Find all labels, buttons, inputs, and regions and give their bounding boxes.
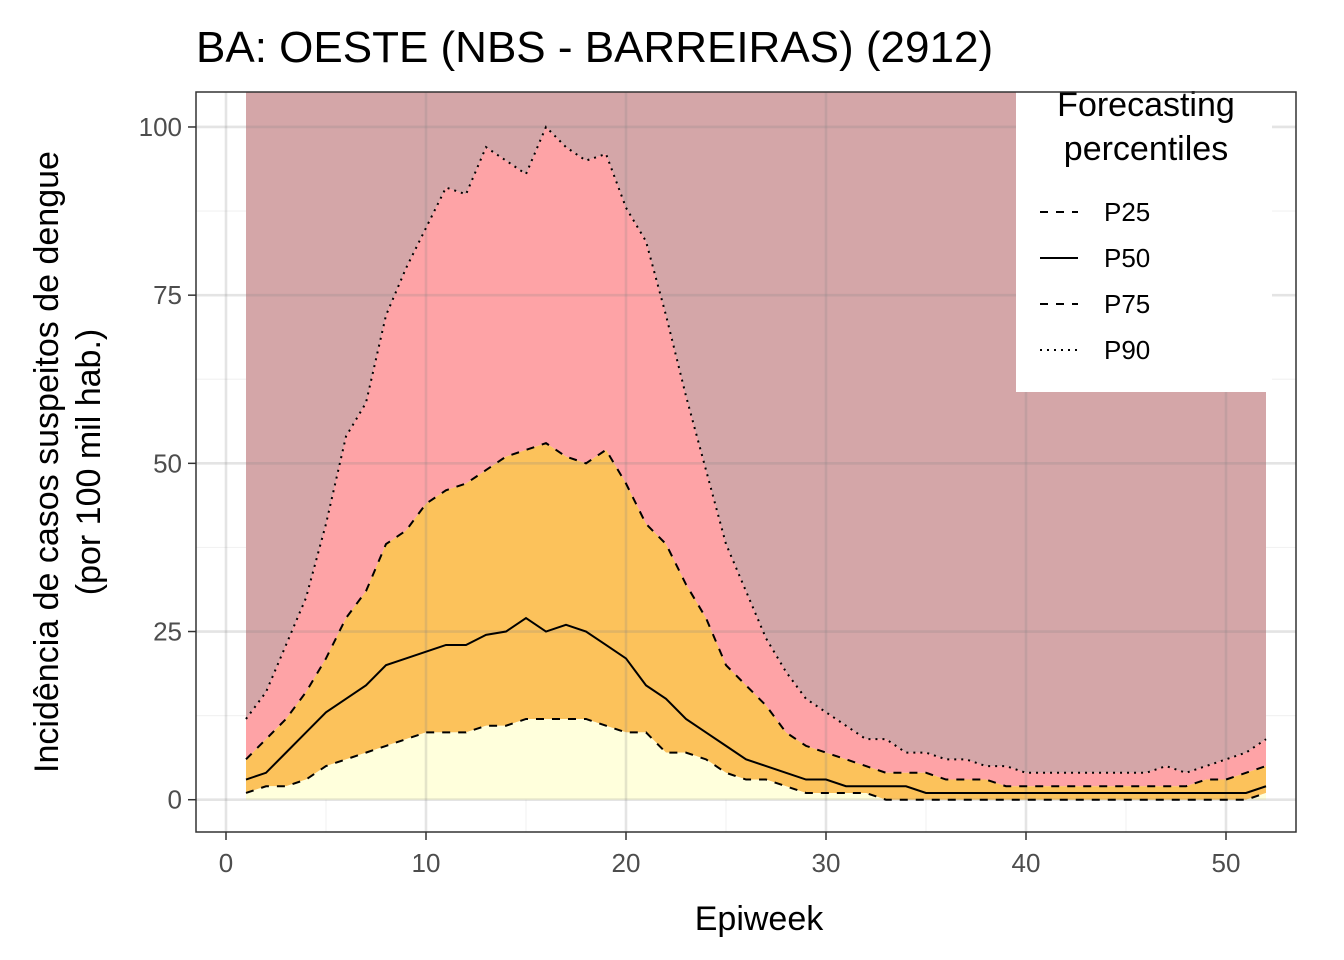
band-p25-p75 xyxy=(246,443,1266,800)
y-tick-label: 0 xyxy=(168,785,182,815)
legend-title-line-2: percentiles xyxy=(1064,130,1228,168)
line-p25 xyxy=(245,717,1267,801)
line-p50 xyxy=(245,616,1267,794)
percentile-lines xyxy=(245,125,1267,801)
y-axis: 0 25 50 75 100 xyxy=(139,112,196,815)
band-above-p90 xyxy=(246,92,1266,773)
y-axis-title: Incidência de casos suspeitos de dengue … xyxy=(28,151,108,773)
band-below-p25 xyxy=(246,718,1266,800)
x-tick-label: 0 xyxy=(219,848,233,878)
legend-background xyxy=(1016,84,1272,392)
percentile-bands xyxy=(246,92,1266,800)
x-tick-label: 40 xyxy=(1012,848,1041,878)
x-axis-title: Epiweek xyxy=(695,900,825,938)
y-tick-label: 75 xyxy=(153,280,182,310)
chart-title: BA: OESTE (NBS - BARREIRAS) (2912) xyxy=(196,23,993,72)
y-axis-title-line-1: Incidência de casos suspeitos de dengue xyxy=(28,151,66,773)
x-axis: 0 10 20 30 40 50 xyxy=(219,832,1241,878)
y-tick-label: 50 xyxy=(153,448,182,478)
panel-border xyxy=(195,91,1297,833)
legend-label-p75: P75 xyxy=(1104,289,1150,319)
band-p75-p90 xyxy=(246,126,1266,787)
x-tick-label: 10 xyxy=(412,848,441,878)
y-axis-title-line-2: (por 100 mil hab.) xyxy=(70,329,108,595)
legend-label-p50: P50 xyxy=(1104,243,1150,273)
legend-label-p90: P90 xyxy=(1104,335,1150,365)
x-tick-label: 50 xyxy=(1212,848,1241,878)
x-tick-label: 20 xyxy=(612,848,641,878)
y-tick-label: 100 xyxy=(139,112,182,142)
y-tick-label: 25 xyxy=(153,617,182,647)
legend-label-p25: P25 xyxy=(1104,197,1150,227)
line-p90 xyxy=(245,125,1267,774)
legend-entries: P25 P50 P75 P90 xyxy=(1040,197,1150,365)
x-tick-label: 30 xyxy=(812,848,841,878)
